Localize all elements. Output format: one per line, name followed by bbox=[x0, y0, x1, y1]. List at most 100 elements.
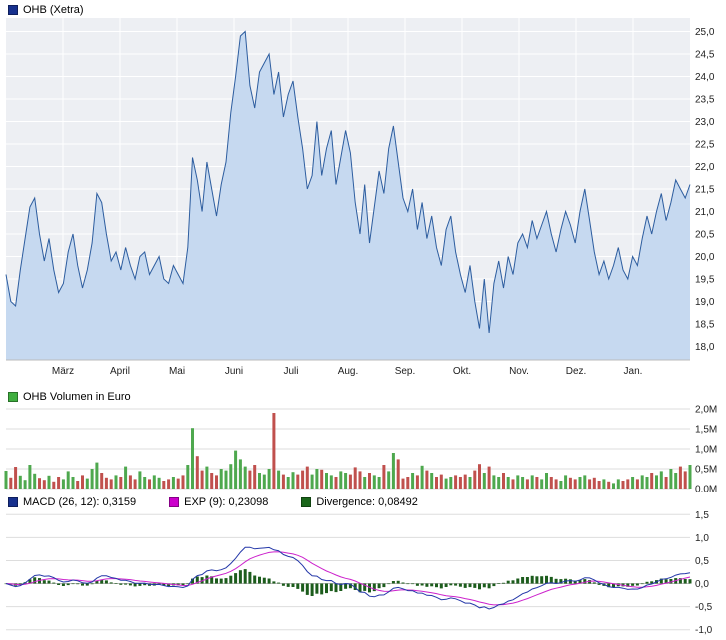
divergence-bar bbox=[511, 580, 515, 584]
price-xtick-label: Dez. bbox=[566, 366, 587, 377]
divergence-bar bbox=[143, 583, 147, 586]
volume-bar bbox=[310, 474, 314, 489]
volume-bar bbox=[506, 477, 510, 489]
volume-bar bbox=[81, 475, 84, 489]
volume-ytick-label: 0,5M bbox=[695, 465, 717, 476]
volume-bar bbox=[281, 474, 285, 489]
exp-signal-line bbox=[5, 551, 691, 606]
divergence-bar bbox=[90, 583, 94, 585]
price-xtick-label: Jan. bbox=[624, 366, 643, 377]
volume-bar bbox=[325, 473, 328, 489]
volume-bar bbox=[348, 474, 352, 489]
volume-bar bbox=[267, 469, 271, 489]
divergence-bar bbox=[492, 583, 496, 587]
price-area bbox=[6, 31, 690, 360]
volume-bar bbox=[358, 471, 362, 489]
volume-bar bbox=[14, 467, 18, 489]
macd-legend-label: MACD (26, 12): 0,3159 bbox=[23, 496, 137, 508]
divergence-bar bbox=[325, 583, 328, 594]
divergence-bar bbox=[478, 583, 481, 590]
volume-ytick-label: 0,0M bbox=[695, 485, 717, 493]
divergence-bar bbox=[444, 583, 448, 587]
macd-legend-swatch-icon bbox=[8, 497, 18, 507]
price-ytick-label: 25,0 bbox=[695, 27, 715, 38]
divergence-bar bbox=[195, 576, 199, 584]
volume-bar bbox=[396, 459, 400, 489]
volume-bar bbox=[463, 474, 467, 489]
divergence-bar bbox=[353, 583, 357, 590]
volume-bar bbox=[52, 481, 56, 489]
divergence-bar bbox=[525, 577, 529, 584]
volume-bar bbox=[320, 469, 324, 489]
price-ytick-label: 23,5 bbox=[695, 95, 715, 106]
divergence-bar bbox=[368, 583, 371, 593]
volume-bar bbox=[148, 479, 151, 489]
volume-bar bbox=[162, 481, 166, 489]
volume-bar bbox=[659, 471, 663, 489]
volume-bar bbox=[329, 475, 333, 489]
volume-bar bbox=[305, 466, 309, 489]
volume-bar bbox=[444, 478, 448, 489]
divergence-bar bbox=[449, 583, 453, 586]
volume-chart-title: OHB Volumen in Euro bbox=[23, 391, 131, 403]
volume-bar bbox=[339, 471, 343, 489]
divergence-bar bbox=[387, 583, 391, 585]
volume-bar bbox=[554, 479, 558, 489]
divergence-bar bbox=[310, 583, 314, 596]
divergence-bar bbox=[248, 571, 252, 584]
divergence-bar bbox=[458, 583, 462, 587]
price-xtick-label: Juni bbox=[225, 366, 243, 377]
volume-bar bbox=[616, 479, 620, 489]
divergence-legend-swatch-icon bbox=[301, 497, 312, 507]
volume-bar bbox=[133, 479, 137, 489]
divergence-bar bbox=[253, 575, 257, 584]
divergence-bar bbox=[124, 583, 128, 585]
divergence-bar bbox=[219, 578, 223, 584]
price-ytick-label: 18,5 bbox=[695, 320, 715, 331]
divergence-bar bbox=[597, 583, 601, 585]
volume-bar bbox=[655, 475, 658, 489]
volume-bar bbox=[372, 475, 376, 489]
volume-ytick-label: 2,0M bbox=[695, 405, 717, 416]
divergence-bar bbox=[401, 582, 405, 584]
volume-bar bbox=[406, 477, 410, 489]
volume-bar bbox=[85, 478, 89, 489]
volume-bar bbox=[66, 471, 70, 489]
volume-bar bbox=[76, 481, 80, 489]
volume-bar bbox=[238, 459, 242, 489]
divergence-bar bbox=[406, 583, 410, 585]
divergence-bar bbox=[659, 578, 663, 584]
volume-bar bbox=[176, 478, 180, 489]
volume-bar bbox=[47, 475, 51, 489]
divergence-bar bbox=[128, 583, 132, 586]
volume-bar bbox=[277, 470, 281, 489]
divergence-bar bbox=[391, 581, 395, 584]
volume-bar bbox=[28, 465, 32, 489]
divergence-bar bbox=[85, 583, 89, 586]
divergence-bar bbox=[640, 583, 644, 585]
price-ytick-label: 20,0 bbox=[695, 252, 715, 263]
volume-bar bbox=[683, 471, 687, 489]
price-ytick-label: 18,0 bbox=[695, 342, 715, 353]
price-xtick-label: März bbox=[52, 366, 74, 377]
volume-bar bbox=[688, 465, 692, 489]
macd-ytick-label: 1,5 bbox=[695, 510, 709, 521]
divergence-bar bbox=[439, 583, 443, 589]
price-ytick-label: 23,0 bbox=[695, 117, 715, 128]
volume-bar bbox=[128, 475, 132, 489]
divergence-bar bbox=[191, 578, 194, 584]
volume-bar bbox=[435, 477, 438, 489]
divergence-bar bbox=[377, 583, 381, 589]
volume-bar bbox=[243, 466, 247, 489]
volume-legend: OHB Volumen in Euro bbox=[8, 391, 131, 403]
divergence-bar bbox=[631, 583, 635, 586]
divergence-bar bbox=[650, 581, 654, 584]
volume-bar bbox=[549, 477, 553, 489]
price-panel: OHB (Xetra) 25,0 24,5 24,0 23,5 23,0 22,5 22,0… bbox=[5, 4, 715, 377]
divergence-bar bbox=[612, 583, 615, 588]
price-line bbox=[5, 30, 691, 334]
volume-bar bbox=[478, 464, 481, 489]
divergence-bar bbox=[583, 579, 587, 584]
macd-ytick-label: -1,0 bbox=[695, 625, 713, 636]
divergence-bar bbox=[482, 583, 486, 588]
